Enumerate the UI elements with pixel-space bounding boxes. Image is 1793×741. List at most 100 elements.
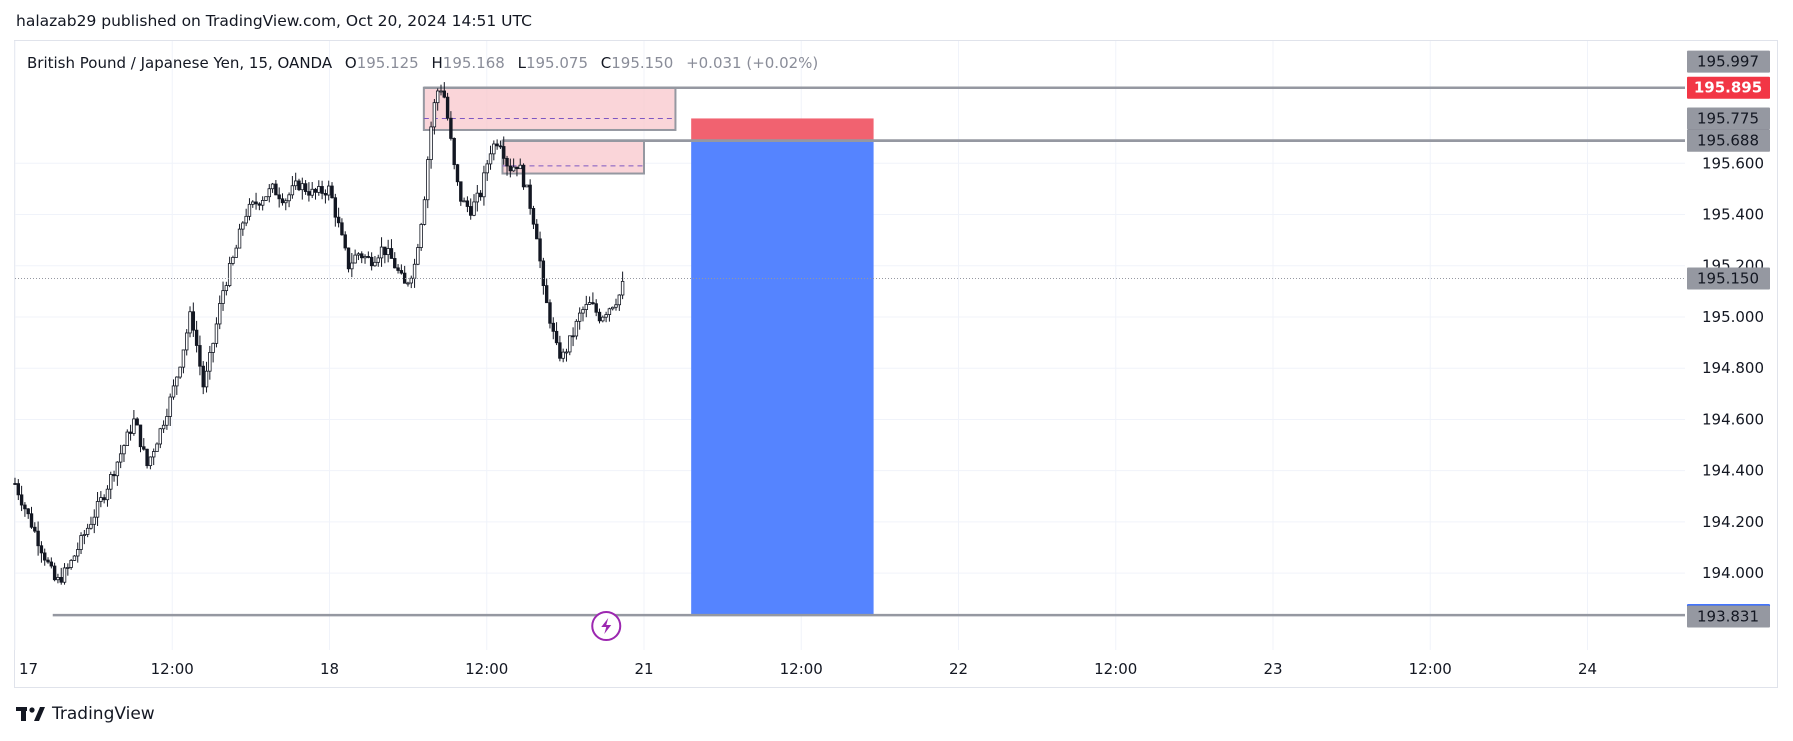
candle-body [214,323,219,344]
candle [310,182,314,199]
candle [46,557,50,564]
candle-body [247,203,252,217]
candle-body [538,238,542,262]
candle-body [241,222,245,230]
price-axis-label: 193.831 [1687,605,1770,628]
candle [369,252,374,271]
candle-body [554,330,559,344]
price-tick-label: 194.400 [1702,462,1764,480]
candle [142,438,146,451]
candle [59,567,63,585]
candle [208,345,212,380]
candle-body [257,203,262,206]
candle [581,306,585,322]
candle-body [369,256,374,267]
candle [218,295,222,330]
candle-body [33,526,37,532]
candle [234,244,238,258]
candle-body [224,285,229,292]
candle [105,485,110,507]
candle-body [485,163,489,174]
candle-body [284,200,288,204]
candle-body [264,196,268,201]
price-axis-label: 195.150 [1687,267,1770,290]
candle [412,258,417,288]
candle [614,298,618,311]
time-tick-label: 21 [634,660,653,678]
candle [171,379,176,400]
candle [79,532,83,554]
candle [432,99,437,135]
candle [535,219,539,240]
candle [135,417,139,426]
candle-body [72,555,77,561]
candle-body [293,180,298,187]
candle [376,254,380,267]
candle-body [498,145,503,148]
candle-body [39,545,44,554]
candle [429,121,433,169]
tradingview-logo[interactable]: TradingView [16,704,155,724]
candle [211,342,215,363]
candle-body [122,445,126,455]
candle-body [171,385,176,398]
candle [191,302,196,337]
candle [455,163,460,186]
candle [482,165,486,206]
candle [442,82,446,99]
candle [333,193,338,227]
candle [185,329,189,356]
candle-body [558,342,562,359]
candle [43,548,47,566]
candle [92,509,96,534]
price-axis-label: 195.997 [1687,50,1770,73]
candle [39,541,44,563]
candle-body [455,164,460,183]
legend-open-key: O [344,54,357,72]
candle-body [419,224,423,248]
candle [459,181,463,206]
candle-body [115,461,120,477]
candle-body [611,306,615,310]
candle [452,137,456,170]
candle [33,522,37,533]
candle [290,176,295,199]
candle [561,348,565,363]
candle-body [541,260,546,287]
candle-body [118,453,123,463]
candle [363,254,367,264]
price-axis-label-text: 195.895 [1694,79,1762,97]
candle-body [488,153,493,165]
candle-body [393,258,397,269]
candle-body [155,443,159,452]
candle-body [551,322,555,332]
time-tick-label: 17 [19,660,38,678]
candle-body [201,365,205,388]
candle-body [320,186,324,194]
candle-body [244,215,248,224]
candle [426,156,430,209]
candle-body [49,561,54,567]
candle-body [356,253,361,256]
candle [118,444,123,469]
candle [264,196,268,202]
candle [168,393,172,426]
publisher-line: halazab29 published on TradingView.com, … [16,12,532,30]
candle-body [340,222,344,236]
candle-body [379,246,384,259]
candle-body [386,248,390,256]
candle [66,563,70,576]
time-tick-label: 12:00 [1094,660,1137,678]
candle-body [587,302,592,305]
candle [175,376,179,395]
candle-body [416,247,420,265]
candle-body [76,549,80,557]
candle-body [353,254,357,264]
candle [389,239,394,259]
candle [399,264,404,275]
candle-body [581,309,585,314]
candle-body [254,201,258,205]
candle [485,159,489,181]
candle-body [389,248,394,259]
